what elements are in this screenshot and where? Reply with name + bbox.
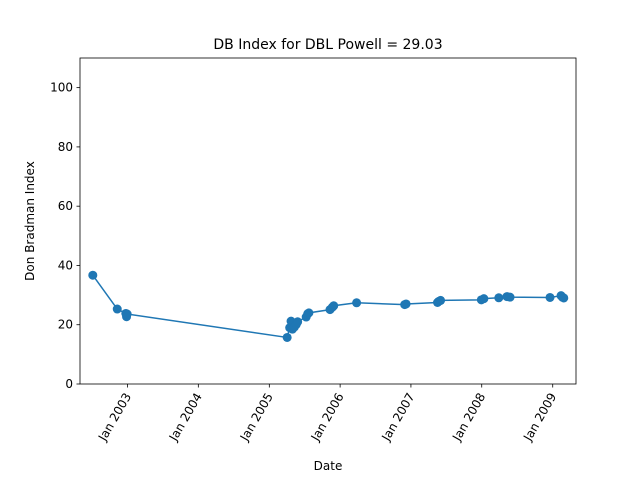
data-point xyxy=(293,317,303,327)
y-tick-label: 80 xyxy=(58,140,73,154)
data-point xyxy=(282,332,292,342)
axes-frame xyxy=(79,57,577,385)
y-tick-label: 20 xyxy=(58,318,73,332)
data-point xyxy=(112,304,122,314)
y-axis-label: Don Bradman Index xyxy=(23,161,37,281)
y-tick-label: 100 xyxy=(50,81,73,95)
chart-title: DB Index for DBL Powell = 29.03 xyxy=(213,37,442,53)
data-point xyxy=(329,301,339,311)
data-point xyxy=(401,299,411,309)
data-point xyxy=(545,292,555,302)
data-point xyxy=(122,309,132,319)
data-point xyxy=(479,294,489,304)
data-point xyxy=(352,298,362,308)
data-point xyxy=(494,293,504,303)
data-point xyxy=(505,292,515,302)
data-point xyxy=(436,295,446,305)
data-point xyxy=(559,293,569,303)
y-tick-label: 40 xyxy=(58,258,73,272)
data-point xyxy=(88,270,98,280)
y-tick-label: 60 xyxy=(58,199,73,213)
y-tick-label: 0 xyxy=(65,377,73,391)
data-point xyxy=(304,308,314,318)
x-axis-label: Date xyxy=(314,459,343,473)
